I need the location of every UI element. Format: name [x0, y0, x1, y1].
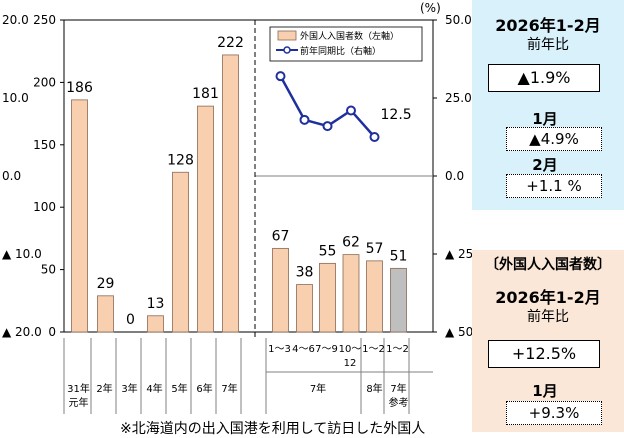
right-axis-unit: (%): [420, 1, 441, 15]
yoy-point: [346, 105, 356, 116]
far-left-tick-label: 10.0: [2, 91, 29, 105]
category-tick-label: 6年: [196, 382, 212, 395]
category-group-label: 参考: [389, 396, 409, 409]
bar-data-label: 51: [390, 248, 408, 264]
bar-data-label: 0: [126, 312, 135, 328]
category-group-label: 7年: [390, 382, 406, 395]
left-axis-tick-label: 0: [48, 325, 56, 339]
left-axis-tick-label: 250: [33, 13, 56, 27]
foreign-month1-label: 1月: [532, 382, 558, 400]
bar: [172, 171, 189, 333]
category-group-label: 7年: [310, 382, 326, 395]
bar-data-label: 29: [97, 276, 115, 292]
legend-bar-swatch: [277, 30, 297, 41]
right-axis-tick-label: ▲ 25.0: [445, 247, 472, 261]
right-axis-tick-label: 25.0: [445, 91, 472, 105]
bar-data-label: 57: [366, 241, 384, 257]
bar-data-label: 128: [167, 152, 194, 168]
right-axis-tick-label: 0.0: [445, 169, 464, 183]
category-tick-label: 31年: [67, 382, 90, 395]
legend-line-marker: [283, 46, 291, 54]
bar: [272, 247, 289, 333]
category-tick-label: 7～9: [315, 344, 338, 355]
right-axis-tick-label: 50.0: [445, 13, 472, 27]
category-tick-label: 1～2: [362, 344, 385, 355]
bar-data-label: 186: [66, 80, 93, 96]
category-tick-label: 1～3: [268, 344, 291, 355]
legend-line-label: 前年同期比（右軸）: [300, 45, 381, 57]
category-tick-label: 2年: [96, 382, 112, 395]
summary-panel-overall: 2026年1-2月 前年比 ▲1.9% 1月 ▲4.9% 2月 +1.1 %: [472, 0, 624, 210]
left-axis-tick-label: 150: [33, 138, 56, 152]
yoy-point: [299, 114, 310, 125]
category-tick-label: 5年: [171, 382, 187, 395]
category-group-label: 8年: [366, 382, 382, 395]
category-tick-label: 3年: [121, 382, 137, 395]
foreign-period-title: 2026年1-2月: [495, 288, 601, 307]
category-tick-label: 4年: [146, 382, 162, 395]
overall-month1-value: ▲4.9%: [506, 127, 602, 151]
yoy-data-label: 12.5: [381, 107, 412, 123]
bar-data-label: 67: [272, 228, 290, 244]
bar: [319, 262, 336, 333]
far-left-tick-label: 20.0: [2, 13, 29, 27]
right-axis-tick-label: ▲ 50.0: [445, 325, 472, 339]
category-tick-label: 7年: [221, 382, 237, 395]
bar-data-label: 13: [147, 296, 165, 312]
legend-bar-label: 外国人入国者数（左軸）: [300, 30, 399, 42]
category-tick-label: 4～6: [292, 344, 315, 355]
far-left-tick-label: 0.0: [2, 169, 21, 183]
bar: [71, 99, 88, 333]
yoy-point: [369, 132, 380, 142]
foreign-month1-value: +9.3%: [506, 401, 602, 425]
overall-month1-label: 1月: [532, 110, 558, 128]
category-tick-label: 12: [344, 358, 357, 369]
yoy-point: [322, 121, 333, 132]
bar-data-label: 222: [217, 35, 244, 51]
chart: 0 50 100 150 200 250 ▲ 20.0 ▲ 10.0 0.0 10.0 20.0 ▲ …: [2, 1, 472, 414]
overall-yoy-label: 前年比: [527, 37, 569, 53]
category-tick-label: 10～: [339, 344, 362, 355]
bar: [366, 260, 383, 333]
bar-data-label: 38: [296, 265, 314, 281]
overall-month2-label: 2月: [532, 156, 558, 174]
foreign-yoy-label: 前年比: [527, 309, 569, 325]
yoy-point: [275, 71, 286, 82]
summary-panel-foreign: 2026年1-2月 前年比 +12.5% 1月 +9.3%: [472, 250, 624, 432]
bar-data-label: 181: [192, 86, 219, 102]
bar: [390, 267, 407, 333]
bar: [222, 54, 239, 333]
overall-month2-value: +1.1 %: [506, 174, 602, 198]
bar-data-label: 55: [319, 243, 337, 259]
left-axis-tick-label: 50: [41, 263, 56, 277]
foreign-yoy-value: +12.5%: [488, 340, 600, 368]
far-left-tick-label: ▲ 20.0: [2, 325, 42, 339]
foreign-panel-header: 〔外国人入国者数〕: [485, 257, 611, 273]
bar: [197, 105, 214, 333]
overall-yoy-value: ▲1.9%: [488, 64, 600, 92]
far-left-tick-label: ▲ 10.0: [2, 247, 42, 261]
bar: [147, 315, 164, 333]
bar: [342, 254, 360, 333]
footnote: ※北海道内の出入国港を利用して訪日した外国人: [120, 421, 426, 437]
left-axis-tick-label: 100: [33, 200, 56, 214]
bar: [97, 295, 114, 333]
bar-data-label: 62: [342, 235, 360, 251]
bar: [296, 284, 313, 333]
overall-period-title: 2026年1-2月: [495, 16, 601, 35]
category-tick-label: 元年: [69, 396, 89, 409]
left-axis-tick-label: 200: [33, 75, 56, 89]
category-tick-label: 1～2: [386, 344, 409, 355]
